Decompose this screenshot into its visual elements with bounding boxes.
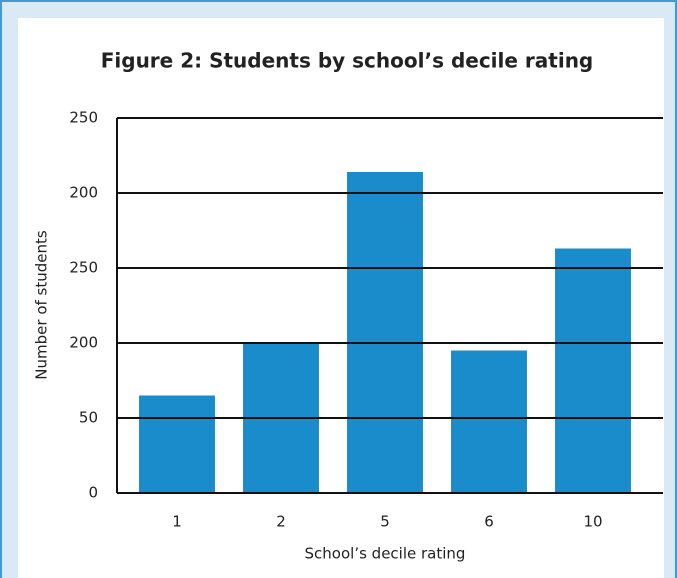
y-tick-label: 250	[69, 109, 98, 127]
bar	[139, 395, 215, 493]
x-tick-label: 10	[583, 513, 602, 531]
y-tick-label: 200	[69, 184, 98, 202]
x-tick-label: 6	[484, 513, 494, 531]
bar	[451, 350, 527, 493]
x-tick-label: 5	[380, 513, 390, 531]
bar	[555, 248, 631, 493]
y-tick-label: 200	[69, 334, 98, 352]
x-tick-label: 1	[172, 513, 182, 531]
chart-title: Figure 2: Students by school’s decile ra…	[101, 49, 594, 73]
x-axis-label: School’s decile rating	[305, 545, 466, 563]
y-tick-label: 0	[88, 484, 98, 502]
x-tick-label: 2	[276, 513, 286, 531]
y-axis-label: Number of students	[33, 230, 51, 380]
y-tick-label: 250	[69, 259, 98, 277]
bar	[347, 172, 423, 493]
y-tick-label: 50	[79, 409, 98, 427]
